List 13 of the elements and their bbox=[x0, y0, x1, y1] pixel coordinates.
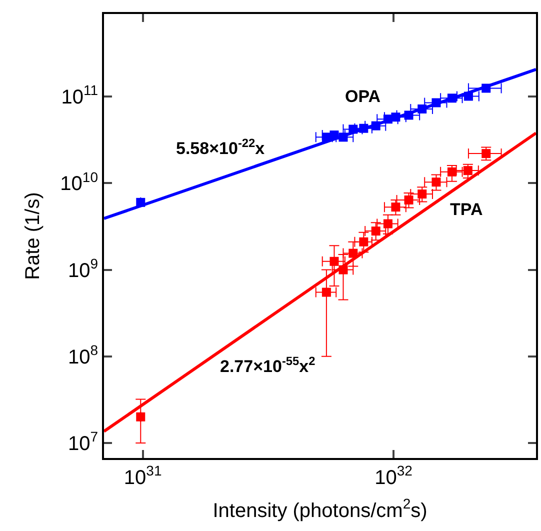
y-tick-label: 10$^{10}$ bbox=[60, 168, 98, 196]
y-axis-title: Rate (1/s) bbox=[22, 192, 44, 280]
y-tick-label: 10$^{7}$ bbox=[68, 428, 98, 455]
annotation: OPA bbox=[345, 87, 381, 106]
annotation: 5.58×10$^{-22}$x bbox=[176, 136, 266, 158]
y-tick-label: 10$^{9}$ bbox=[68, 255, 98, 282]
y-tick-label: 10$^{11}$ bbox=[61, 82, 98, 109]
y-tick-label: 10$^{8}$ bbox=[68, 342, 98, 368]
annotation: TPA bbox=[450, 200, 483, 219]
annotation: 2.77×10$^{-55}$x$^{2}$ bbox=[220, 354, 316, 376]
x-tick-label: 10$^{31}$ bbox=[124, 462, 162, 489]
x-axis-title: Intensity (photons/cm$^{2}$s) bbox=[212, 496, 428, 522]
x-tick-label: 10$^{32}$ bbox=[374, 462, 413, 489]
